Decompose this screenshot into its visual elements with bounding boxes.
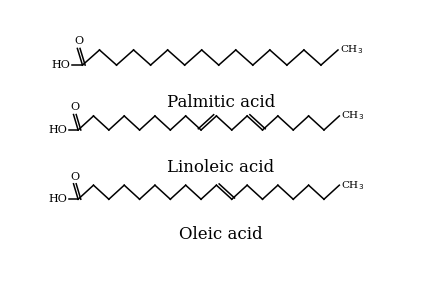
Text: O: O — [74, 36, 83, 46]
Text: HO: HO — [52, 60, 71, 70]
Text: O: O — [70, 172, 79, 182]
Text: Oleic acid: Oleic acid — [178, 226, 262, 243]
Text: HO: HO — [48, 194, 67, 204]
Text: CH$_3$: CH$_3$ — [341, 110, 364, 122]
Text: CH$_3$: CH$_3$ — [339, 44, 362, 56]
Text: Linoleic acid: Linoleic acid — [167, 159, 274, 176]
Text: O: O — [70, 102, 79, 112]
Text: CH$_3$: CH$_3$ — [341, 179, 364, 192]
Text: Palmitic acid: Palmitic acid — [166, 94, 274, 112]
Text: HO: HO — [48, 125, 67, 135]
